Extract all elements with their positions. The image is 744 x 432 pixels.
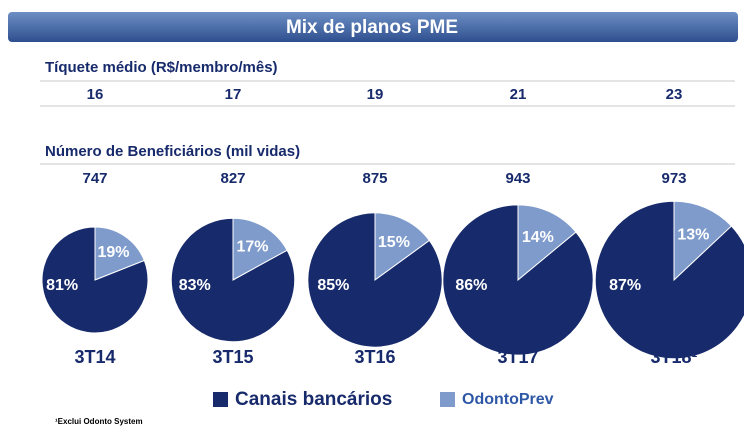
period-label: 3T16 (354, 347, 395, 367)
period-label: 3T18¹ (650, 347, 697, 367)
beneficiaries-value: 747 (82, 170, 107, 187)
slice-label: 86% (455, 277, 487, 294)
pie-slice (307, 212, 443, 348)
beneficiaries-value: 943 (505, 170, 530, 187)
legend-label: Canais bancários (235, 389, 392, 410)
slice-label: 81% (46, 277, 78, 294)
slice-label: 19% (97, 244, 129, 261)
ticket-value: 21 (510, 86, 527, 103)
slice-label: 13% (677, 226, 709, 243)
pie-slice (673, 200, 733, 282)
chart-title: Mix de planos PME (286, 17, 458, 38)
ticket-label: Tíquete médio (R$/membro/mês) (45, 59, 278, 76)
legend-swatch (440, 392, 455, 407)
pie-slice (442, 204, 594, 356)
slice-label: 17% (236, 238, 268, 255)
title-bar (8, 12, 738, 42)
legend-label: OdontoPrev (462, 391, 554, 408)
slice-label: 85% (317, 277, 349, 294)
pie-slice (517, 204, 577, 282)
ticket-value: 19 (367, 86, 384, 103)
period-label: 3T14 (74, 347, 115, 367)
beneficiaries-value: 875 (362, 170, 387, 187)
period-label: 3T15 (212, 347, 253, 367)
ticket-value: 23 (666, 86, 683, 103)
period-label: 3T17 (497, 347, 538, 367)
pie-slice (374, 212, 431, 281)
slice-label: 14% (522, 229, 554, 246)
beneficiaries-label: Número de Beneficiários (mil vidas) (45, 143, 300, 160)
ticket-value: 16 (87, 86, 104, 103)
slice-label: 15% (378, 234, 410, 251)
pie-slice (170, 217, 296, 343)
pie-slice (94, 226, 145, 281)
slice-label: 83% (179, 277, 211, 294)
pie-slice (41, 226, 149, 334)
pie-slice (232, 217, 288, 281)
ticket-value: 17 (225, 86, 242, 103)
pie-slice (594, 200, 744, 360)
legend-swatch (213, 392, 228, 407)
beneficiaries-value: 827 (220, 170, 245, 187)
footnote: ¹Exclui Odonto System (55, 417, 143, 426)
beneficiaries-value: 973 (661, 170, 686, 187)
slice-label: 87% (609, 277, 641, 294)
